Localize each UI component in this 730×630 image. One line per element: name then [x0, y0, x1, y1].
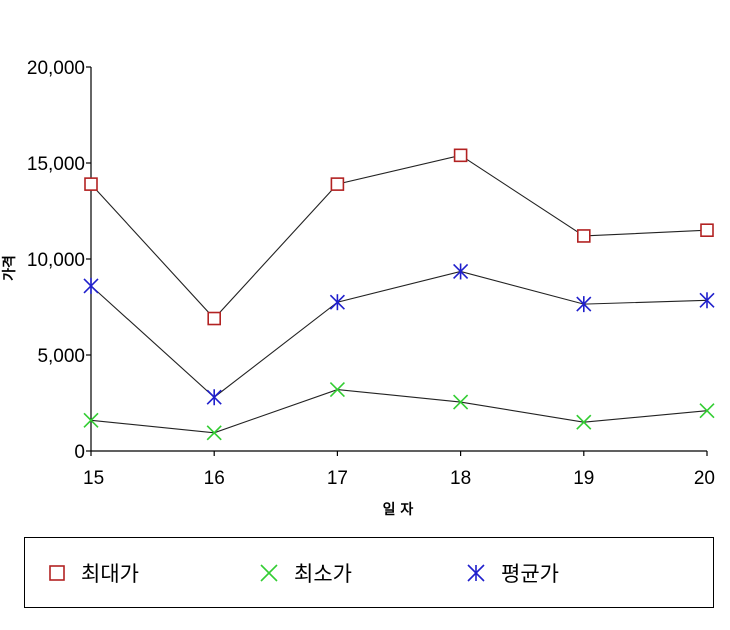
- x-axis-title: 일 자: [383, 502, 414, 518]
- series-line: [90, 389, 708, 434]
- y-tick-label: 0: [74, 442, 85, 463]
- x-marker-icon: [260, 563, 278, 582]
- y-tick-label: 10,000: [27, 250, 85, 271]
- y-axis-title: 가격: [1, 255, 18, 281]
- legend: 최대가 최소가 평균가: [24, 537, 714, 608]
- x-tick-label: 19: [573, 468, 594, 489]
- data-point: [329, 294, 345, 311]
- series-line: [90, 270, 708, 398]
- data-point: [576, 229, 591, 243]
- square-marker-icon: [49, 564, 65, 581]
- x-tick-label: 18: [450, 468, 471, 489]
- data-point: [330, 177, 345, 191]
- series-line: [90, 154, 708, 320]
- x-tick-label: 16: [204, 468, 225, 489]
- axes: 0 5,000 10,000 15,000 20,000 15 16 17 18 19 20: [27, 58, 715, 489]
- data-point: [453, 263, 469, 280]
- legend-label-max: 최대가: [81, 561, 139, 586]
- series-2: [83, 381, 715, 441]
- data-point: [329, 381, 345, 398]
- asterisk-marker-icon: [467, 563, 485, 582]
- data-point: [576, 414, 592, 430]
- x-tick-label: 20: [694, 468, 715, 489]
- x-tick-label: 17: [327, 468, 348, 489]
- data-point: [83, 412, 99, 428]
- data-point: [453, 148, 468, 163]
- y-tick-label: 5,000: [37, 346, 85, 367]
- series-layer: [83, 148, 715, 441]
- data-point: [453, 394, 469, 410]
- x-tick-label: 15: [83, 468, 104, 489]
- legend-item-min: 최소가: [260, 538, 352, 607]
- line-chart: 0 5,000 10,000 15,000 20,000 15 16 17 18 19 20 일 자…: [1, 58, 715, 518]
- series-3: [83, 263, 715, 406]
- data-point: [700, 223, 714, 237]
- y-tick-label: 20,000: [27, 58, 85, 79]
- series-1: [84, 148, 714, 326]
- data-point: [206, 389, 222, 406]
- data-point: [84, 177, 98, 191]
- data-point: [206, 425, 222, 441]
- data-point: [576, 296, 592, 313]
- y-tick-label: 15,000: [27, 154, 85, 175]
- legend-label-avg: 평균가: [501, 561, 559, 586]
- data-point: [699, 403, 715, 419]
- data-point: [207, 311, 221, 326]
- data-point: [83, 277, 99, 294]
- data-point: [699, 292, 715, 309]
- legend-item-avg: 평균가: [467, 538, 559, 607]
- legend-label-min: 최소가: [294, 561, 352, 586]
- legend-item-max: 최대가: [49, 538, 139, 607]
